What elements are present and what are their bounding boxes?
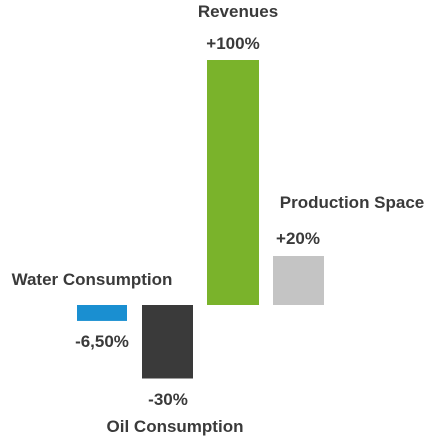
bar-production-space bbox=[273, 256, 324, 305]
value-label-production-space: +20% bbox=[276, 229, 320, 248]
category-label-production-space: Production Space bbox=[280, 193, 425, 212]
bar-revenues bbox=[207, 60, 259, 305]
value-label-revenues: +100% bbox=[206, 34, 259, 53]
bar-oil-consumption bbox=[142, 305, 193, 379]
bar-water-consumption bbox=[77, 305, 127, 321]
category-label-water-consumption: Water Consumption bbox=[12, 270, 173, 289]
category-label-oil-consumption: Oil Consumption bbox=[107, 417, 244, 436]
value-label-oil-consumption: -30% bbox=[148, 390, 188, 409]
labels-group: Water Consumption -6,50% Oil Consumption -3… bbox=[12, 2, 425, 436]
value-label-water-consumption: -6,50% bbox=[75, 332, 129, 351]
category-label-revenues: Revenues bbox=[198, 2, 278, 21]
bars-group bbox=[77, 60, 324, 379]
